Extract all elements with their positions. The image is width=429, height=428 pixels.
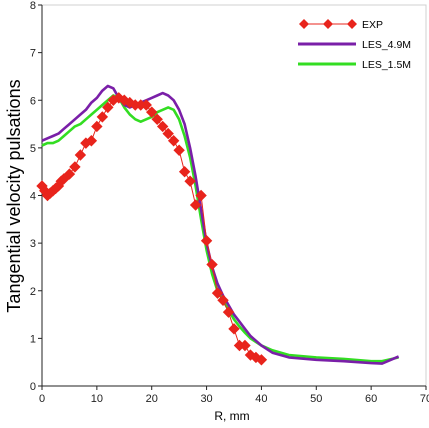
data-point [222,306,235,318]
data-point [102,101,114,114]
x-axis-title: R, mm [214,409,249,423]
x-tick-label: 30 [200,393,212,405]
series-EXP [36,92,268,366]
data-point [162,127,174,140]
y-tick-label: 2 [30,286,36,298]
legend-item: EXP [299,19,383,31]
y-tick-label: 8 [30,0,36,12]
y-tick-label: 5 [30,143,36,155]
data-point [63,168,76,180]
data-point [74,149,87,161]
legend-item: LES_1.5M [298,59,411,71]
legend-marker [299,19,309,29]
data-point [200,235,213,247]
y-tick-label: 3 [30,238,36,250]
y-tick-label: 1 [30,333,36,345]
x-tick-label: 60 [365,393,377,405]
legend-label: LES_4.9M [362,39,411,51]
series-LES_4.9M [41,84,400,365]
data-point [146,106,158,118]
legend-item: LES_4.9M [298,39,411,51]
series-line [41,84,400,365]
data-point [156,120,169,133]
legend-label: EXP [362,19,383,31]
data-point [118,94,130,106]
data-point [140,99,152,111]
data-point [228,323,240,335]
data-point [85,135,98,147]
data-point [217,294,229,306]
y-tick-label: 0 [30,381,36,393]
data-point [184,175,196,187]
series-layer [36,84,400,366]
y-tick-label: 4 [30,191,36,203]
data-point [189,199,202,211]
y-tick-label: 7 [30,48,36,60]
data-point [195,189,207,202]
data-point [151,113,163,126]
legend-marker [347,19,357,29]
data-point [211,287,224,299]
data-point [255,354,268,366]
data-point [167,135,180,147]
y-tick-label: 6 [30,95,36,107]
legend-marker [323,19,333,29]
data-point [173,144,185,156]
x-tick-label: 40 [255,393,267,405]
data-point [69,161,81,173]
x-tick-label: 70 [420,393,429,405]
axes: 0 1 2 3 4 5 6 7 8 0 10 20 30 40 50 60 70 [30,0,429,405]
legend-label: LES_1.5M [362,59,411,71]
data-point [96,111,109,123]
x-tick-label: 0 [39,393,45,405]
x-tick-label: 50 [310,393,322,405]
data-point [206,258,218,271]
data-point [250,351,262,364]
y-axis-title: Tangential velocity pulsations [4,79,24,312]
data-point [178,165,191,178]
legend: EXP LES_4.9M LES_1.5M [269,11,413,75]
data-point [91,120,103,133]
x-tick-label: 10 [91,393,103,405]
x-tick-label: 20 [146,393,158,405]
data-point [239,339,251,352]
